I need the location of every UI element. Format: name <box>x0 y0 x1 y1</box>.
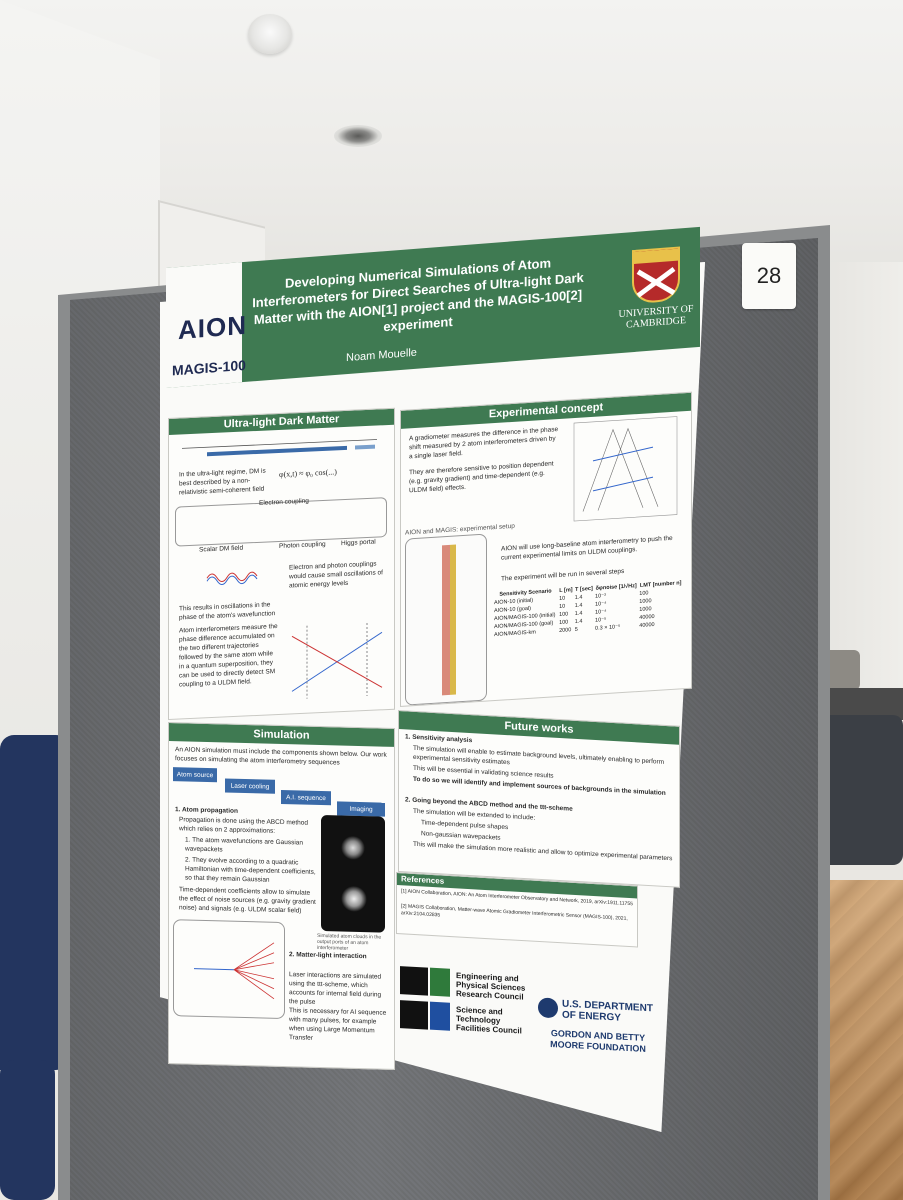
interferometer-diagram <box>291 622 383 699</box>
coupling-label: Scalar DM field <box>199 544 244 554</box>
poster-header: AION MAGIS-100 Developing Numerical Simu… <box>166 226 700 408</box>
table-cell: 2000 <box>559 627 572 634</box>
experimental-bullet: AION will use long-baseline atom interfe… <box>501 534 673 562</box>
coupling-label: Photon coupling <box>279 540 326 550</box>
blue-chair <box>0 1060 55 1200</box>
laser-beam <box>450 544 456 695</box>
funder-doe: U.S. DEPARTMENT OF ENERGY <box>562 998 653 1024</box>
reference-item: [2] MAGIS Collaboration, Matter-wave Ato… <box>401 903 628 922</box>
field-equation: φ(x,t) ≈ φ₀ cos(...) <box>279 467 337 479</box>
aion-logo: AION <box>178 309 247 346</box>
section-heading: Simulation <box>169 723 394 747</box>
section-experimental-concept: Experimental concept A gradiometer measu… <box>400 391 692 707</box>
funder-moore: GORDON AND BETTY MOORE FOUNDATION <box>550 1028 646 1054</box>
flow-laser-cooling: Laser cooling <box>225 778 275 794</box>
light-interaction-text: Laser interactions are simulated using t… <box>289 971 382 1006</box>
board-number-card: 28 <box>742 243 796 309</box>
experimental-bullet: A gradiometer measures the difference in… <box>409 426 559 461</box>
sensitivity-table: Sensitivity Scenario L [m] T [sec] δφnoi… <box>493 579 683 639</box>
propagation-text: Time-dependent coefficients allow to sim… <box>179 886 316 915</box>
trajectory-plot <box>173 919 285 1020</box>
atom-cloud <box>341 885 367 913</box>
experimental-bullet: They are therefore sensitive to position… <box>409 460 554 495</box>
cambridge-crest-icon <box>632 246 680 305</box>
ukri-epsrc-icon <box>400 966 428 996</box>
table-cell: 0.3 × 10⁻⁵ <box>595 624 621 632</box>
oscillation-diagram <box>206 571 258 586</box>
propagation-heading: 1. Atom propagation <box>175 806 238 815</box>
spacetime-diagram <box>573 416 678 522</box>
funder-stfc: Science and Technology Facilities Counci… <box>456 1005 522 1036</box>
setup-diagram <box>405 533 487 706</box>
flow-imaging: Imaging <box>337 801 385 817</box>
flow-atom-source: Atom source <box>173 767 217 783</box>
uldm-bullet: This results in oscillations in the phas… <box>179 601 276 622</box>
section-future-works: Future works 1. Sensitivity analysis The… <box>398 710 680 888</box>
smoke-detector <box>248 14 292 54</box>
atom-cloud-image <box>321 815 385 933</box>
propagation-text: 1. The atom wavefunctions are Gaussian w… <box>185 836 304 854</box>
vacuum-tube <box>442 544 450 696</box>
propagation-text: Propagation is done using the ABCD metho… <box>179 816 309 835</box>
section-simulation: Simulation An AION simulation must inclu… <box>168 722 395 1070</box>
ceiling-spotlight <box>334 125 382 147</box>
coupling-description: Electron and photon couplings would caus… <box>289 560 383 590</box>
epsrc-icon <box>430 967 450 997</box>
table-cell: 40000 <box>639 621 655 629</box>
stfc-icon <box>430 1001 450 1031</box>
atom-cloud <box>341 835 365 861</box>
simulation-intro: An AION simulation must include the comp… <box>175 746 387 767</box>
uldm-intro-text: In the ultra-light regime, DM is best de… <box>179 467 266 497</box>
propagation-text: 2. They evolve according to a quadratic … <box>185 856 316 884</box>
image-caption: Simulated atom clouds in the output port… <box>317 932 382 952</box>
funder-logos: Engineering and Physical Sciences Resear… <box>398 960 668 1104</box>
light-interaction-text: This is necessary for AI sequence with m… <box>289 1007 387 1042</box>
funder-epsrc: Engineering and Physical Sciences Resear… <box>456 971 526 1002</box>
light-interaction-heading: 2. Matter-light interaction <box>289 951 367 961</box>
flow-ai-sequence: A.I. sequence <box>281 789 331 806</box>
coupling-label: Higgs portal <box>341 538 376 548</box>
section-ultralight-dark-matter: Ultra-light Dark Matter In the ultra-lig… <box>168 407 395 720</box>
uldm-bullet: Atom interferometers measure the phase d… <box>179 623 278 689</box>
mass-scale-diagram <box>182 439 377 457</box>
table-cell: 5 <box>574 626 578 634</box>
doe-seal-icon <box>538 997 558 1019</box>
ukri-stfc-icon <box>400 1000 428 1030</box>
